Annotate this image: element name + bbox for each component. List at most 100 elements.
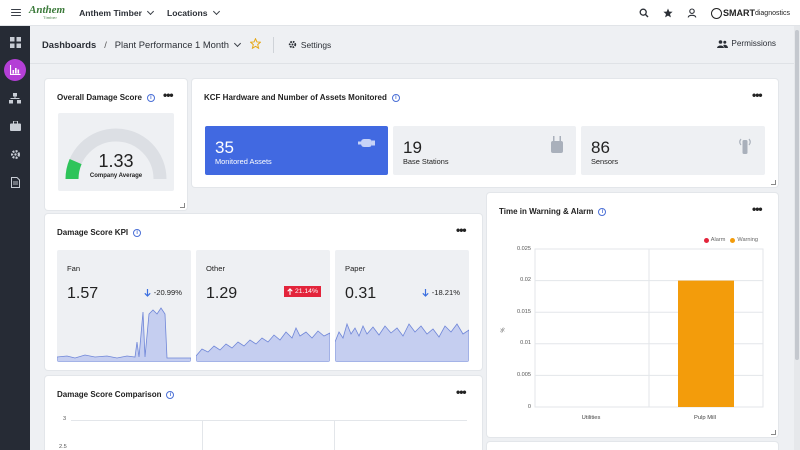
org-label: Anthem Timber [79,7,142,18]
kpi-change-value: -18.21% [431,288,460,297]
card-title: Damage Score KPI i [57,228,142,237]
gauge-subtitle: Company Average [89,173,143,179]
sidebar-item-settings[interactable] [0,142,30,166]
gauge [65,128,167,180]
chevron-down-icon [233,39,241,47]
comparison-gridline [71,420,467,421]
org-dropdown[interactable]: Anthem Timber [79,7,154,18]
legend-warning-label[interactable]: Warning [737,237,758,243]
more-options-icon[interactable]: ••• [752,202,763,216]
warning-alarm-title: Time in Warning & Alarm [499,207,594,216]
gear-icon [288,40,297,49]
permissions-button[interactable]: Permissions [717,39,776,48]
briefcase-icon [9,121,21,131]
kpi-value: 1.57 [67,285,99,302]
kpi-sparkline [196,327,330,362]
sidebar-item-analytics[interactable] [0,58,30,82]
info-icon[interactable]: i [133,228,142,237]
hierarchy-icon [9,92,21,103]
smart-diagnostics-logo: SMART diagnostics [710,7,790,19]
kpi-other[interactable]: Other 1.29 21.14% [196,250,330,362]
kpi-title: Damage Score KPI [57,228,129,237]
resize-handle[interactable] [771,430,776,435]
arrow-up-icon [287,288,293,295]
menu-icon[interactable] [11,8,21,17]
kpi-change: 21.14% [283,286,321,297]
arrow-down-icon [422,288,429,297]
comparison-tick: 3 [63,416,67,422]
dashboard-selector[interactable]: Plant Performance 1 Month [114,39,241,50]
kpi-card: Damage Score KPI i ••• Fan 1.57 -20.99% … [45,214,482,370]
gear-icon [10,149,20,159]
locations-label: Locations [166,7,208,18]
info-icon[interactable]: i [146,93,155,102]
card-title: KCF Hardware and Number of Assets Monito… [204,93,400,102]
gauge-track [65,128,167,180]
locations-dropdown[interactable]: Locations [166,7,220,18]
sidebar-item-reports[interactable] [0,170,30,194]
tile-value: 19 [403,138,422,157]
kpi-change: -20.99% [144,288,182,297]
chevron-down-icon [146,7,154,15]
sidebar-item-assets[interactable] [0,114,30,138]
company-logo[interactable]: Anthem Timber [29,5,65,20]
bar-warning-pulp-mill[interactable] [678,280,734,407]
divider [272,36,274,53]
user-icon[interactable] [685,6,699,20]
chevron-down-icon [212,7,220,15]
kpi-change-value: -20.99% [153,288,182,297]
sensor-icon [737,136,753,161]
settings-button[interactable]: Settings [288,40,331,50]
info-icon[interactable]: i [598,207,607,216]
kcf-title: KCF Hardware and Number of Assets Monito… [204,93,387,102]
kpi-name: Fan [67,264,81,273]
grid-icon [9,36,21,48]
comparison-card: Damage Score Comparison i ••• 3 2.5 [45,376,482,450]
sidebar-item-hierarchy[interactable] [0,86,30,110]
y-axis-tick: 0.025 [517,245,531,252]
brand-circle-icon [710,7,722,19]
sidebar-item-dashboard[interactable] [0,30,30,54]
page-title: Plant Performance 1 Month [114,39,229,50]
users-icon [717,39,729,48]
kpi-sparkline [335,322,469,362]
more-options-icon[interactable]: ••• [163,88,174,102]
search-icon[interactable] [637,6,651,20]
tile-label: Base Stations [403,157,449,166]
tile-base-stations[interactable]: 19 Base Stations [393,126,576,175]
chart-icon [9,65,20,75]
logo-name: Anthem [29,4,66,16]
tile-value: 35 [215,138,234,157]
comparison-tick: 2.5 [59,444,67,450]
star-icon[interactable] [661,6,675,20]
tile-sensors[interactable]: 86 Sensors [581,126,765,175]
legend-alarm-label[interactable]: Alarm [710,237,726,243]
legend-alarm-swatch [703,237,709,243]
page-scrollbar[interactable] [794,26,800,450]
scrollbar-thumb[interactable] [795,30,799,360]
partial-card [487,442,778,450]
kpi-fan[interactable]: Fan 1.57 -20.99% [57,250,191,362]
kpi-paper[interactable]: Paper 0.31 -18.21% [335,250,469,362]
kpi-sparkline [57,307,191,362]
breadcrumb-separator: / [104,39,107,50]
kpi-name: Other [206,264,225,273]
card-title: Time in Warning & Alarm i [499,207,607,216]
info-icon[interactable]: i [391,93,400,102]
tile-monitored-assets[interactable]: 35 Monitored Assets [205,126,388,175]
breadcrumb-dashboards[interactable]: Dashboards [42,39,97,50]
more-options-icon[interactable]: ••• [752,88,763,102]
favorite-star-icon[interactable] [249,36,262,54]
settings-label: Settings [300,39,332,50]
motor-icon [358,136,376,154]
info-icon[interactable]: i [166,390,175,399]
resize-handle[interactable] [180,203,185,208]
kpi-value: 0.31 [345,285,377,302]
document-icon [10,176,20,188]
y-axis-tick: 0.01 [520,340,531,347]
kpi-change: -18.21% [422,288,460,297]
resize-handle[interactable] [771,180,776,185]
chart-legend: Alarm Warning [699,237,758,243]
more-options-icon[interactable]: ••• [456,223,467,237]
more-options-icon[interactable]: ••• [456,385,467,399]
